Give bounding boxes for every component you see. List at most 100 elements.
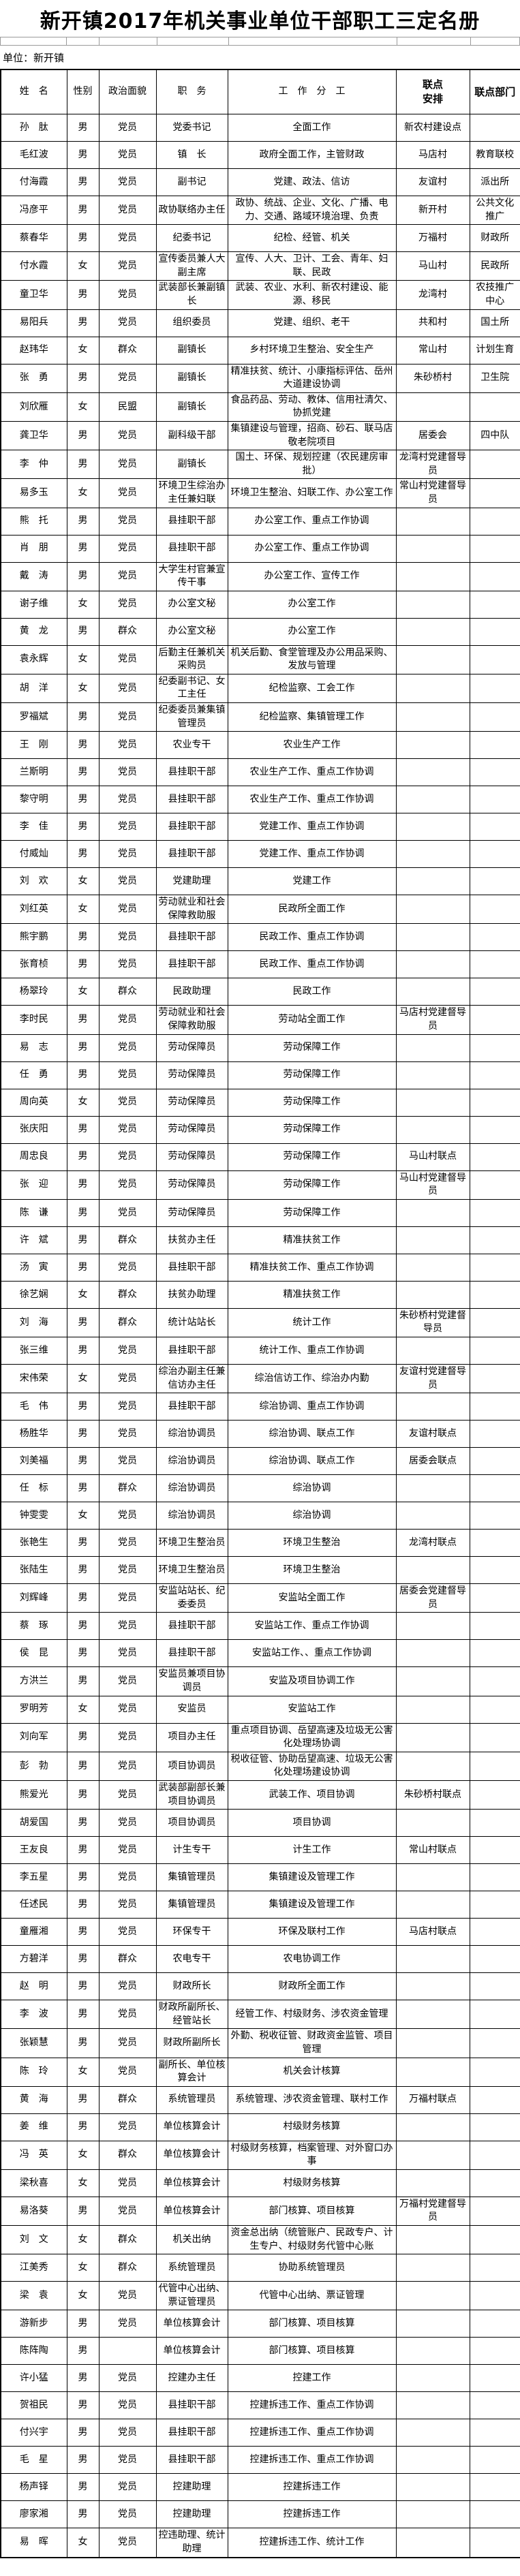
cell-position: 县挂职干部 [155,534,228,563]
cell-duty: 控建拆违工作 [227,2500,397,2529]
cell-name: 李 波 [0,2000,67,2030]
cell-liaison [395,1061,470,1089]
cell-position: 安监员 [155,1695,228,1724]
cell-gender: 男 [66,617,100,646]
table-row: 张三维 男 党员 县挂职干部 统计工作、重点工作协调 [0,1337,520,1365]
cell-liaison [395,2446,470,2474]
table-row: 付威灿 男 党员 县挂职干部 党建工作、重点工作协调 [0,840,520,869]
cell-name: 侯 昆 [0,1639,67,1668]
table-row: 许 斌 男 群众 扶贫办主任 精准扶贫工作 [0,1226,520,1254]
cell-gender: 男 [66,2028,100,2058]
cell-position: 组织委员 [155,309,228,337]
cell-position: 农业专干 [155,731,228,760]
cell-name: 刘欣雁 [0,392,67,422]
cell-position: 财政所长 [155,1972,228,2001]
cell-department [469,114,520,142]
cell-duty: 农业生产工作 [227,731,397,760]
cell-department [469,392,520,422]
cell-politics: 党员 [98,2028,157,2058]
cell-position: 项目协调员 [155,1751,228,1781]
cell-name: 彭 勃 [0,1751,67,1781]
cell-department [469,813,520,841]
cell-department [469,507,520,536]
cell-liaison [395,2281,470,2311]
cell-politics: 党员 [98,813,157,841]
cell-liaison [395,786,470,814]
cell-position: 县挂职干部 [155,1337,228,1365]
cell-politics: 党员 [98,1393,157,1421]
cell-gender: 男 [66,168,100,196]
cell-gender: 男 [66,114,100,142]
cell-name: 刘向军 [0,1722,67,1752]
cell-position: 劳动保障员 [155,1115,228,1144]
cell-politics: 党员 [98,2196,157,2226]
cell-politics: 党员 [98,1034,157,1062]
cell-liaison [395,1393,470,1421]
table-row: 袁永辉 女 党员 后勤主任兼机关采购员 机关后勤、食堂管理及办公用品采购、发放与… [0,645,520,674]
cell-gender: 男 [66,420,100,451]
cell-gender: 男 [66,950,100,979]
cell-name: 任 勇 [0,1061,67,1089]
cell-department [469,1722,520,1752]
cell-liaison: 居委会党建督导员 [395,1583,470,1613]
cell-politics: 党员 [98,2391,157,2420]
cell-liaison [395,2364,470,2393]
cell-duty: 安监站全面工作 [227,1583,397,1613]
table-row: 宋伟荣 女 党员 综治办副主任兼信访办主任 综治信访工作、综治办内勤 友谊村党建… [0,1363,520,1394]
cell-liaison [395,2419,470,2447]
cell-gender: 男 [66,1061,100,1089]
cell-politics: 群众 [98,2085,157,2114]
cell-department [469,1420,520,1448]
cell-gender: 女 [66,478,100,508]
cell-department [469,867,520,896]
cell-name: 易多玉 [0,478,67,508]
cell-name: 张颖慧 [0,2028,67,2058]
cell-name: 王 刚 [0,731,67,760]
cell-politics: 党员 [98,2473,157,2502]
cell-duty: 纪检监察、集镇管理工作 [227,702,397,732]
cell-politics: 党员 [98,168,157,196]
cell-gender: 男 [66,224,100,253]
cell-department [469,895,520,925]
cell-gender: 男 [66,1143,100,1171]
cell-politics: 党员 [98,478,157,508]
cell-department [469,1502,520,1530]
cell-politics: 党员 [98,1115,157,1144]
cell-gender: 男 [66,1420,100,1448]
cell-liaison [395,1198,470,1227]
cell-department [469,1253,520,1282]
cell-gender: 女 [66,1363,100,1394]
cell-name: 兰斯明 [0,758,67,787]
cell-liaison [395,2337,470,2365]
cell-position: 综治协调员 [155,1447,228,1476]
cell-gender: 男 [66,2500,100,2529]
cell-position: 系统管理员 [155,2254,228,2282]
cell-duty: 党建、政法、信访 [227,168,397,196]
cell-name: 陈 谦 [0,1198,67,1227]
cell-name: 胡爱国 [0,1809,67,1837]
cell-name: 罗福斌 [0,702,67,732]
cell-gender: 男 [66,2473,100,2502]
cell-liaison: 朱砂桥村党建督导员 [395,1307,470,1338]
cell-department [469,1005,520,1035]
cell-liaison: 马店村联点 [395,1918,470,1946]
cell-department [469,1393,520,1421]
cell-duty: 武装、农业、水利、新农村建设、能源、移民 [227,280,397,310]
cell-department [469,2310,520,2338]
cell-duty: 安监及项目协调工作 [227,1666,397,1696]
table-row: 罗明芳 女 党员 安监员 安监站工作 [0,1695,520,1724]
cell-department [469,2196,520,2226]
cell-duty: 乡村环境卫生整治、安全生产 [227,336,397,364]
cell-gender: 女 [66,645,100,674]
cell-gender: 男 [66,561,100,591]
cell-name: 江美秀 [0,2254,67,2282]
cell-liaison [395,1945,470,1974]
cell-gender: 男 [66,1945,100,1974]
cell-duty: 民政工作、重点工作协调 [227,923,397,952]
cell-duty: 控建拆违工作、重点工作协调 [227,2446,397,2474]
unit-label: 单位：新开镇 [3,52,65,64]
cell-politics: 党员 [98,786,157,814]
cell-politics: 党员 [98,1583,157,1613]
cell-politics: 党员 [98,195,157,226]
cell-gender: 女 [66,2225,100,2255]
